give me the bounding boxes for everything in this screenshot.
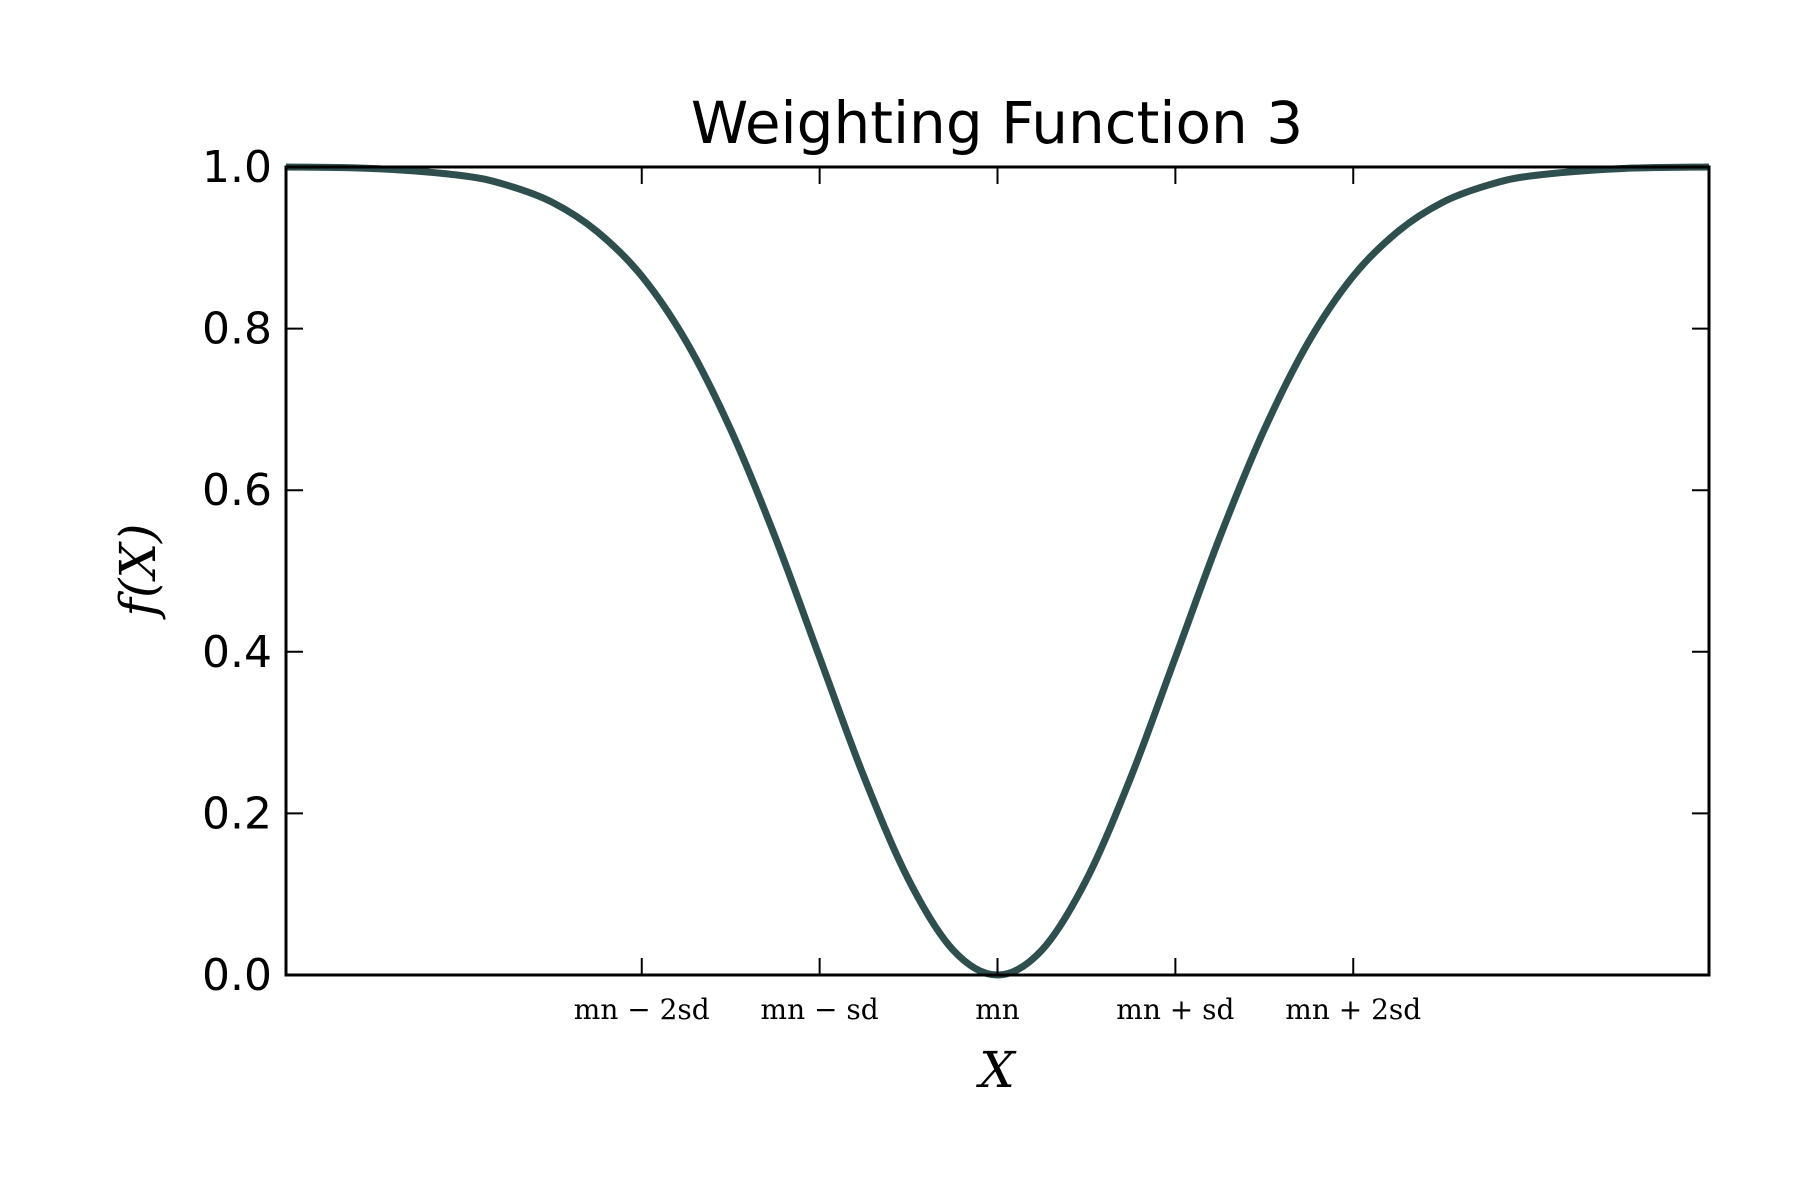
x-tick-label: mn + sd	[1116, 993, 1234, 1026]
x-tick-label: mn	[975, 993, 1020, 1026]
y-tick-label: 1.0	[202, 142, 272, 193]
y-axis-label: f(X)	[109, 523, 167, 620]
x-tick-label: mn − sd	[761, 993, 879, 1026]
y-tick-label: 0.4	[202, 627, 272, 678]
y-tick-label: 0.6	[202, 465, 272, 516]
x-axis-label: X	[975, 1041, 1017, 1099]
y-tick-label: 0.2	[202, 788, 272, 839]
plot-frame	[284, 165, 1711, 977]
x-tick-label: mn − 2sd	[574, 993, 710, 1026]
plot-area	[284, 163, 1711, 979]
x-tick-label: mn + 2sd	[1285, 993, 1421, 1026]
x-axis: mn − 2sd mn − sd mn mn + sd mn + 2sd	[574, 167, 1421, 1026]
chart-title: Weighting Function 3	[691, 89, 1303, 157]
series-line	[285, 163, 1710, 979]
y-tick-label: 0.0	[202, 950, 272, 1001]
y-axis: 0.0 0.2 0.4 0.6 0.8 1.0	[202, 142, 1709, 1001]
y-tick-label: 0.8	[202, 304, 272, 355]
